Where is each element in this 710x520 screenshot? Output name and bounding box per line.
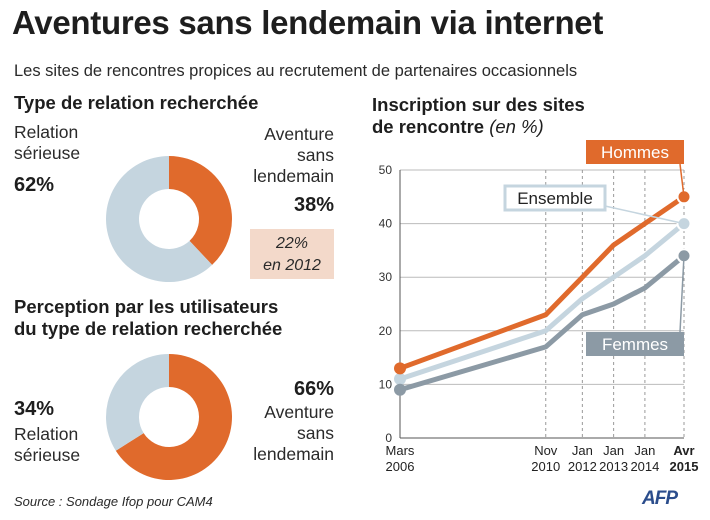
donut-slice-aventure [115, 354, 232, 480]
x-tick-label: 2010 [531, 459, 560, 474]
line-chart-title: Inscription sur des sites de rencontre (… [372, 94, 585, 138]
donut1-right-label-line: sans [297, 145, 334, 165]
series-start-marker [394, 373, 406, 386]
donut-slice-relation [106, 156, 213, 282]
x-tick-label: Nov [534, 443, 558, 458]
y-tick-label: 50 [379, 163, 393, 177]
donut-slice-aventure [169, 156, 233, 265]
source-note: Source : Sondage Ifop pour CAM4 [14, 494, 213, 509]
donut1-note-line: en 2012 [263, 257, 321, 274]
x-tick-label: 2015 [670, 459, 699, 474]
donut2-right-label-line: Aventure [264, 402, 334, 422]
donut2-right-label: Aventure sans lendemain [214, 402, 334, 465]
donut2-title-line: du type de relation recherchée [14, 318, 283, 339]
y-tick-label: 20 [379, 324, 393, 338]
series-label-box [586, 140, 684, 164]
series-label-box [586, 332, 684, 356]
donut1-left-label-line: Relation [14, 122, 79, 142]
donut1-right-label-line: lendemain [253, 166, 334, 186]
series-line-hommes [397, 194, 687, 371]
series-label-box [503, 184, 607, 212]
page-title: Aventures sans lendemain via internet [12, 4, 604, 41]
donut1-chart [106, 156, 233, 282]
y-tick-label: 0 [385, 431, 392, 445]
line-chart-unit: (en %) [489, 116, 544, 137]
donut2-right-value: 66% [293, 378, 334, 400]
x-tick-label: Mars [386, 443, 415, 458]
x-tick-label: Jan [603, 443, 624, 458]
x-tick-label: 2006 [386, 459, 415, 474]
y-tick-label: 30 [379, 270, 393, 284]
donut2-title-line: Perception par les utilisateurs [14, 296, 279, 317]
donut-slice-relation [105, 354, 169, 451]
donut2-chart [105, 354, 232, 480]
series-label-connector [604, 205, 685, 225]
donut1-left-label-line: sérieuse [14, 143, 81, 163]
x-tick-label: Avr [673, 443, 694, 458]
page-subtitle: Les sites de rencontres propices au recr… [14, 62, 578, 80]
series-start-marker [394, 362, 406, 375]
series-line-ensemble [397, 221, 687, 382]
donut1-right-value: 38% [293, 194, 334, 216]
afp-logo: AFP [642, 488, 678, 509]
series-label-connector [679, 163, 685, 197]
donut2-title: Perception par les utilisateurs du type … [14, 296, 282, 340]
donut1-note-line: 22% [275, 235, 309, 252]
series-label: Hommes [601, 143, 669, 162]
x-tick-label: 2013 [599, 459, 628, 474]
series-label: Femmes [602, 335, 668, 354]
donut2-left-label-line: sérieuse [14, 445, 81, 465]
donut1-left-value: 62% [14, 174, 55, 196]
x-tick-label: Jan [634, 443, 655, 458]
donut1-right-label-line: Aventure [264, 124, 334, 144]
series-label: Ensemble [517, 189, 593, 208]
y-tick-label: 40 [379, 217, 393, 231]
donut2-right-label-line: sans [297, 423, 334, 443]
x-tick-label: 2014 [630, 459, 659, 474]
donut1-right-label: Aventure sans lendemain [214, 124, 334, 187]
donut2-left-label: Relation sérieuse [14, 424, 80, 466]
series-start-marker [394, 383, 406, 396]
series-label-connector [679, 255, 685, 333]
line-chart-title-line: de rencontre [372, 116, 485, 137]
donut1-title: Type de relation recherchée [14, 92, 259, 113]
series-line-femmes [397, 253, 687, 393]
x-tick-label: Jan [572, 443, 593, 458]
donut1-left-label: Relation sérieuse [14, 122, 80, 164]
donut2-left-value: 34% [14, 398, 55, 420]
donut2-left-label-line: Relation [14, 424, 79, 444]
line-chart-title-line: Inscription sur des sites [372, 94, 585, 115]
donut1-note-box: 22% en 2012 [250, 229, 334, 279]
donut2-right-label-line: lendemain [253, 444, 334, 464]
x-tick-label: 2012 [568, 459, 597, 474]
y-tick-label: 10 [379, 377, 393, 391]
